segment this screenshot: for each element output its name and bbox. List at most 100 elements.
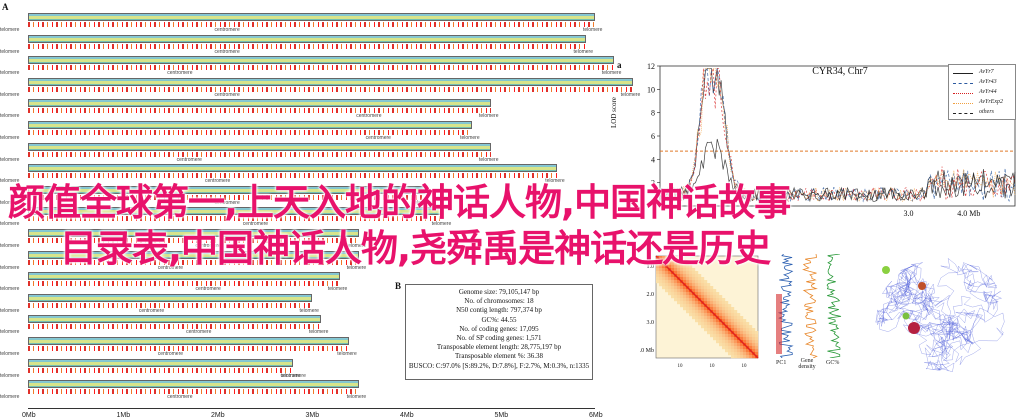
heatmap-cell — [692, 301, 696, 305]
heatmap-cell — [737, 340, 741, 344]
heatmap-cell — [728, 334, 732, 338]
heatmap-cell — [743, 322, 747, 326]
heatmap-cell — [731, 346, 735, 350]
heatmap-cell — [683, 286, 687, 290]
heatmap-cell — [725, 334, 729, 338]
heatmap-cell — [740, 319, 744, 323]
heatmap-cell — [677, 256, 681, 260]
track-plot — [776, 253, 842, 359]
heatmap-cell — [659, 280, 663, 284]
heatmap-cell — [671, 259, 675, 263]
heatmap-cell — [704, 316, 708, 320]
heatmap-cell — [722, 316, 726, 320]
heatmap-cell — [686, 304, 690, 308]
heatmap-cell — [695, 292, 699, 296]
telomere-label: telomere — [0, 307, 20, 314]
heatmap-cell — [713, 292, 717, 296]
heatmap-cell — [704, 322, 708, 326]
heatmap-cell — [695, 316, 699, 320]
heatmap-cell — [704, 292, 708, 296]
heatmap-cell — [740, 349, 744, 353]
heatmap-cell — [716, 313, 720, 317]
heatmap-cell — [752, 331, 756, 335]
heatmap-cell — [749, 346, 753, 350]
heatmap-cell — [704, 280, 708, 284]
heatmap-cell — [713, 301, 717, 305]
heatmap-cell — [740, 331, 744, 335]
heatmap-cell — [680, 295, 684, 299]
heatmap-cell — [701, 319, 705, 323]
heatmap-cell — [656, 277, 660, 281]
heatmap-cell — [746, 349, 750, 353]
gene-density-marks — [28, 302, 312, 308]
heatmap-cell — [713, 295, 717, 299]
telomere-label: telomere — [601, 70, 622, 77]
heatmap-cell — [692, 268, 696, 272]
heatmap-cell — [737, 328, 741, 332]
gene-density-marks — [28, 367, 293, 373]
telomere-label: telomere — [0, 243, 20, 249]
heatmap-cell — [725, 313, 729, 317]
heatmap-cell — [737, 334, 741, 338]
gene-density-marks — [28, 259, 359, 265]
chromosome-bar — [28, 142, 492, 151]
heatmap-cell — [752, 343, 756, 347]
heatmap-cell — [707, 331, 711, 335]
highlight-locus — [918, 282, 926, 290]
heatmap-cell — [719, 343, 723, 347]
heatmap-cell — [656, 271, 660, 275]
heatmap-cell — [692, 295, 696, 299]
heatmap-cell — [746, 334, 750, 338]
heatmap-cell — [701, 289, 705, 293]
heatmap-cell — [743, 355, 747, 359]
heatmap-cell — [734, 352, 738, 356]
heatmap-cell — [731, 316, 735, 320]
heatmap-cell — [707, 286, 711, 290]
heatmap-x-tick: 10 — [742, 364, 748, 369]
chromosome-stripe — [29, 80, 632, 84]
chromosome-bar — [28, 229, 359, 237]
heatmap-cell — [707, 322, 711, 326]
chromosome-bar — [28, 164, 558, 173]
heatmap-cell — [689, 310, 693, 314]
centromere-label: centromere — [214, 91, 240, 98]
heatmap-cell — [731, 352, 735, 356]
heatmap-cell — [707, 325, 711, 329]
heatmap-cell — [689, 313, 693, 317]
y-tick-label: 2 — [651, 179, 655, 188]
heatmap-cell — [728, 343, 732, 347]
heatmap-cell — [677, 262, 681, 266]
heatmap-cell — [683, 301, 687, 305]
panel-label-B: B — [395, 281, 402, 291]
heatmap-cell — [683, 307, 687, 311]
chromosome-stripe — [29, 340, 349, 343]
heatmap-cell — [728, 313, 732, 317]
heatmap-cell — [674, 268, 678, 272]
heatmap-cell — [668, 292, 672, 296]
heatmap-cell — [719, 316, 723, 320]
heatmap-cell — [701, 286, 705, 290]
heatmap-cell — [680, 259, 684, 263]
heatmap-cell — [683, 268, 687, 272]
heatmap-cell — [752, 334, 756, 338]
telomere-label: telomere — [0, 199, 20, 206]
heatmap-cell — [746, 343, 750, 347]
heatmap-cell — [719, 307, 723, 311]
heatmap-cell — [701, 304, 705, 308]
chromosome-stripe — [29, 383, 358, 387]
gene-density-marks — [28, 389, 359, 395]
heatmap-cell — [725, 301, 729, 305]
heatmap-cell — [719, 337, 723, 341]
centromere-label: centromere — [214, 27, 240, 33]
chart-legend: AvYr7 AvYr43 AvYr44 AvYrExp2 others — [948, 64, 1016, 120]
heatmap-cell — [707, 316, 711, 320]
heatmap-cell — [707, 304, 711, 308]
highlight-locus — [902, 312, 910, 320]
heatmap-cell — [728, 310, 732, 314]
heatmap-cell — [725, 319, 729, 323]
chromosome-bar — [28, 315, 321, 324]
heatmap-cell — [728, 337, 732, 341]
centromere-label: centromere — [176, 156, 202, 163]
heatmap-cell — [719, 331, 723, 335]
heatmap-cell — [710, 331, 714, 335]
